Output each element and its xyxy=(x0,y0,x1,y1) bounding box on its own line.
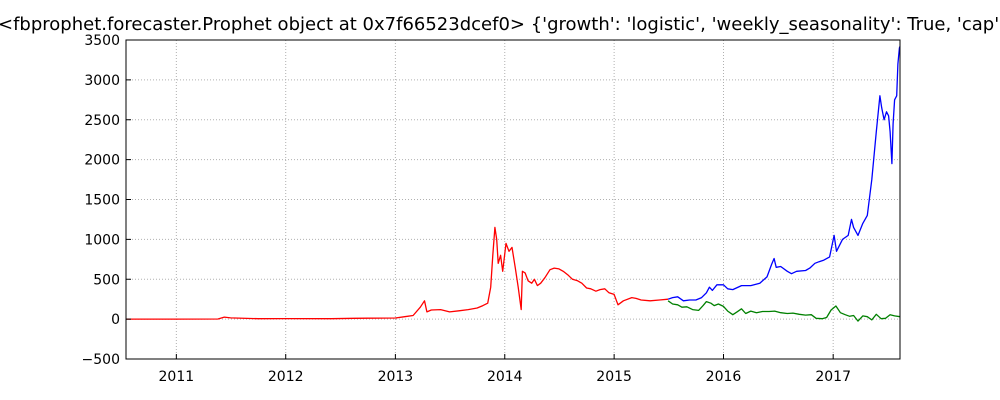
y-tick-label: 2000 xyxy=(84,153,120,169)
series-line-2 xyxy=(667,300,901,322)
x-tick-label: 2017 xyxy=(815,369,851,385)
chart-title: <fbprophet.forecaster.Prophet object at … xyxy=(0,14,1000,35)
y-tick-label: 2500 xyxy=(84,113,120,129)
series-line-1 xyxy=(667,46,901,302)
grid-lines xyxy=(126,39,900,360)
x-tick-label: 2015 xyxy=(596,369,632,385)
y-tick-label: 1500 xyxy=(84,193,120,209)
y-axis-ticks: −500 0 500 1000 1500 2000 2500 3000 3500 xyxy=(82,33,131,368)
x-tick-label: 2012 xyxy=(268,369,304,385)
y-tick-label: 0 xyxy=(111,312,120,328)
y-tick-label: 1000 xyxy=(84,232,120,248)
y-tick-label: −500 xyxy=(82,352,120,368)
series-lines xyxy=(126,46,901,322)
x-tick-label: 2014 xyxy=(487,369,523,385)
y-tick-label: 500 xyxy=(93,272,120,288)
x-axis-ticks: 2011 2012 2013 2014 2015 2016 2017 xyxy=(159,354,851,385)
y-tick-label: 3000 xyxy=(84,73,120,89)
y-tick-label: 3500 xyxy=(84,33,120,49)
x-tick-label: 2016 xyxy=(706,369,742,385)
x-tick-label: 2013 xyxy=(378,369,414,385)
series-line-0 xyxy=(126,226,669,320)
x-tick-label: 2011 xyxy=(159,369,195,385)
